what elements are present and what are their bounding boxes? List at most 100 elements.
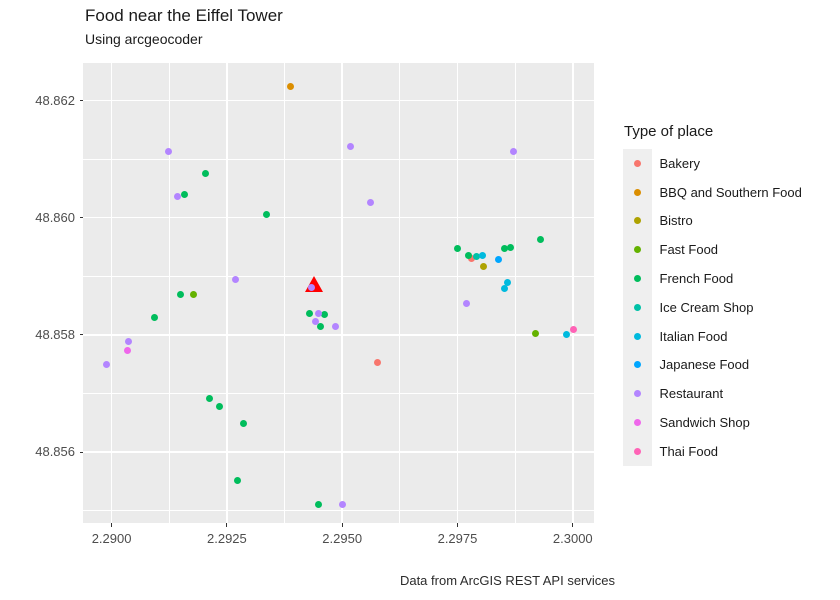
data-point-french-food — [206, 394, 214, 402]
data-point-french-food — [314, 500, 322, 508]
y-axis-tick — [79, 334, 83, 336]
data-point-italian-food — [479, 252, 487, 260]
legend-item-label: Fast Food — [659, 242, 719, 258]
legend-point-icon — [633, 447, 641, 455]
data-point-restaurant — [314, 310, 322, 318]
x-axis-tick-label: 2.2950 — [322, 531, 363, 546]
data-point-restaurant — [231, 276, 239, 284]
data-point-french-food — [180, 191, 188, 199]
x-major-gridline — [572, 63, 574, 523]
x-axis-tick-label: 2.3000 — [552, 531, 593, 546]
data-point-french-food — [320, 311, 328, 319]
data-point-french-food — [234, 477, 242, 485]
legend-item-french-food: French Food — [623, 264, 802, 293]
x-axis-tick — [226, 523, 228, 527]
plot-caption: Data from ArcGIS REST API services — [399, 573, 615, 588]
legend-point-icon — [633, 217, 641, 225]
data-point-italian-food — [562, 331, 570, 339]
data-point-french-food — [176, 290, 184, 298]
legend-key-swatch — [623, 379, 652, 409]
data-point-ice-cream-shop — [473, 252, 481, 260]
x-axis-tick-label: 2.2900 — [91, 531, 132, 546]
x-minor-gridline — [284, 63, 285, 523]
legend: Bakery BBQ and Southern Food Bistro Fast Fo… — [623, 149, 802, 466]
y-major-gridline — [83, 334, 594, 336]
x-axis-tick-label: 2.2925 — [207, 531, 247, 546]
y-major-gridline — [83, 216, 594, 219]
legend-point-icon — [633, 332, 641, 340]
y-minor-gridline — [83, 158, 594, 160]
data-point-french-food — [202, 169, 210, 177]
data-point-bbq-and-southern-food — [287, 82, 295, 90]
legend-item-ice-cream-shop: Ice Cream Shop — [623, 292, 802, 322]
y-axis-tick-label: 48.856 — [35, 444, 75, 460]
legend-point-icon — [633, 361, 641, 369]
data-point-french-food — [464, 251, 472, 259]
legend-key-swatch — [623, 149, 652, 178]
legend-item-italian-food: Italian Food — [623, 321, 802, 351]
legend-key-swatch — [623, 206, 652, 236]
data-point-fast-food — [532, 330, 540, 338]
data-point-restaurant — [307, 283, 315, 291]
y-minor-gridline — [83, 510, 594, 512]
y-axis-tick-label: 48.858 — [35, 326, 75, 342]
data-point-french-food — [507, 243, 515, 251]
legend-item-bbq-and-southern-food: BBQ and Southern Food — [623, 177, 802, 207]
legend-item-thai-food: Thai Food — [623, 436, 802, 466]
legend-key-swatch — [623, 321, 652, 351]
data-point-restaurant — [174, 192, 182, 200]
plot-panel — [83, 63, 594, 523]
data-point-french-food — [306, 309, 314, 317]
data-point-restaurant — [338, 501, 346, 509]
x-axis-tick — [572, 523, 574, 527]
data-point-french-food — [537, 236, 544, 244]
legend-item-label: Japanese Food — [659, 357, 750, 373]
x-axis-tick — [111, 523, 113, 527]
legend-item-bakery: Bakery — [623, 149, 802, 178]
data-point-sandwich-shop — [124, 347, 132, 355]
x-minor-gridline — [399, 63, 401, 523]
data-point-french-food — [317, 323, 325, 331]
legend-item-label: Ice Cream Shop — [659, 299, 754, 315]
data-point-french-food — [216, 403, 224, 411]
legend-key-swatch — [623, 177, 652, 207]
legend-key-swatch — [623, 235, 652, 265]
x-minor-gridline — [168, 63, 170, 523]
x-major-gridline — [110, 63, 113, 523]
x-axis-tick-label: 2.2975 — [437, 531, 478, 546]
legend-item-label: Restaurant — [659, 386, 724, 402]
legend-item-bistro: Bistro — [623, 206, 802, 236]
data-point-restaurant — [164, 147, 172, 155]
y-minor-gridline — [83, 275, 594, 277]
x-axis-tick — [341, 523, 343, 527]
legend-item-label: Sandwich Shop — [659, 415, 750, 431]
data-point-restaurant — [366, 198, 374, 206]
y-axis-tick-label: 48.862 — [35, 92, 75, 108]
data-point-italian-food — [501, 285, 509, 293]
legend-point-icon — [633, 188, 641, 196]
y-axis-tick — [79, 217, 83, 219]
legend-item-label: Thai Food — [659, 443, 719, 459]
legend-item-label: French Food — [659, 271, 734, 287]
data-point-french-food — [501, 244, 509, 252]
legend-item-fast-food: Fast Food — [623, 235, 802, 265]
data-point-restaurant — [311, 317, 319, 325]
y-major-gridline — [83, 451, 594, 453]
legend-key-swatch — [623, 350, 652, 380]
data-point-restaurant — [346, 142, 354, 150]
legend-key-swatch — [623, 436, 652, 466]
legend-title: Type of place — [624, 123, 714, 140]
data-point-french-food — [151, 313, 159, 321]
data-point-restaurant — [332, 322, 340, 330]
data-point-bistro — [479, 262, 487, 270]
legend-point-icon — [633, 390, 641, 398]
legend-item-restaurant: Restaurant — [623, 379, 802, 409]
legend-point-icon — [633, 419, 641, 427]
data-point-fast-food — [190, 290, 198, 298]
legend-key-swatch — [623, 408, 652, 437]
data-point-french-food — [239, 419, 247, 427]
data-point-french-food — [263, 210, 271, 218]
data-point-restaurant — [463, 299, 471, 307]
x-minor-gridline — [514, 63, 516, 523]
